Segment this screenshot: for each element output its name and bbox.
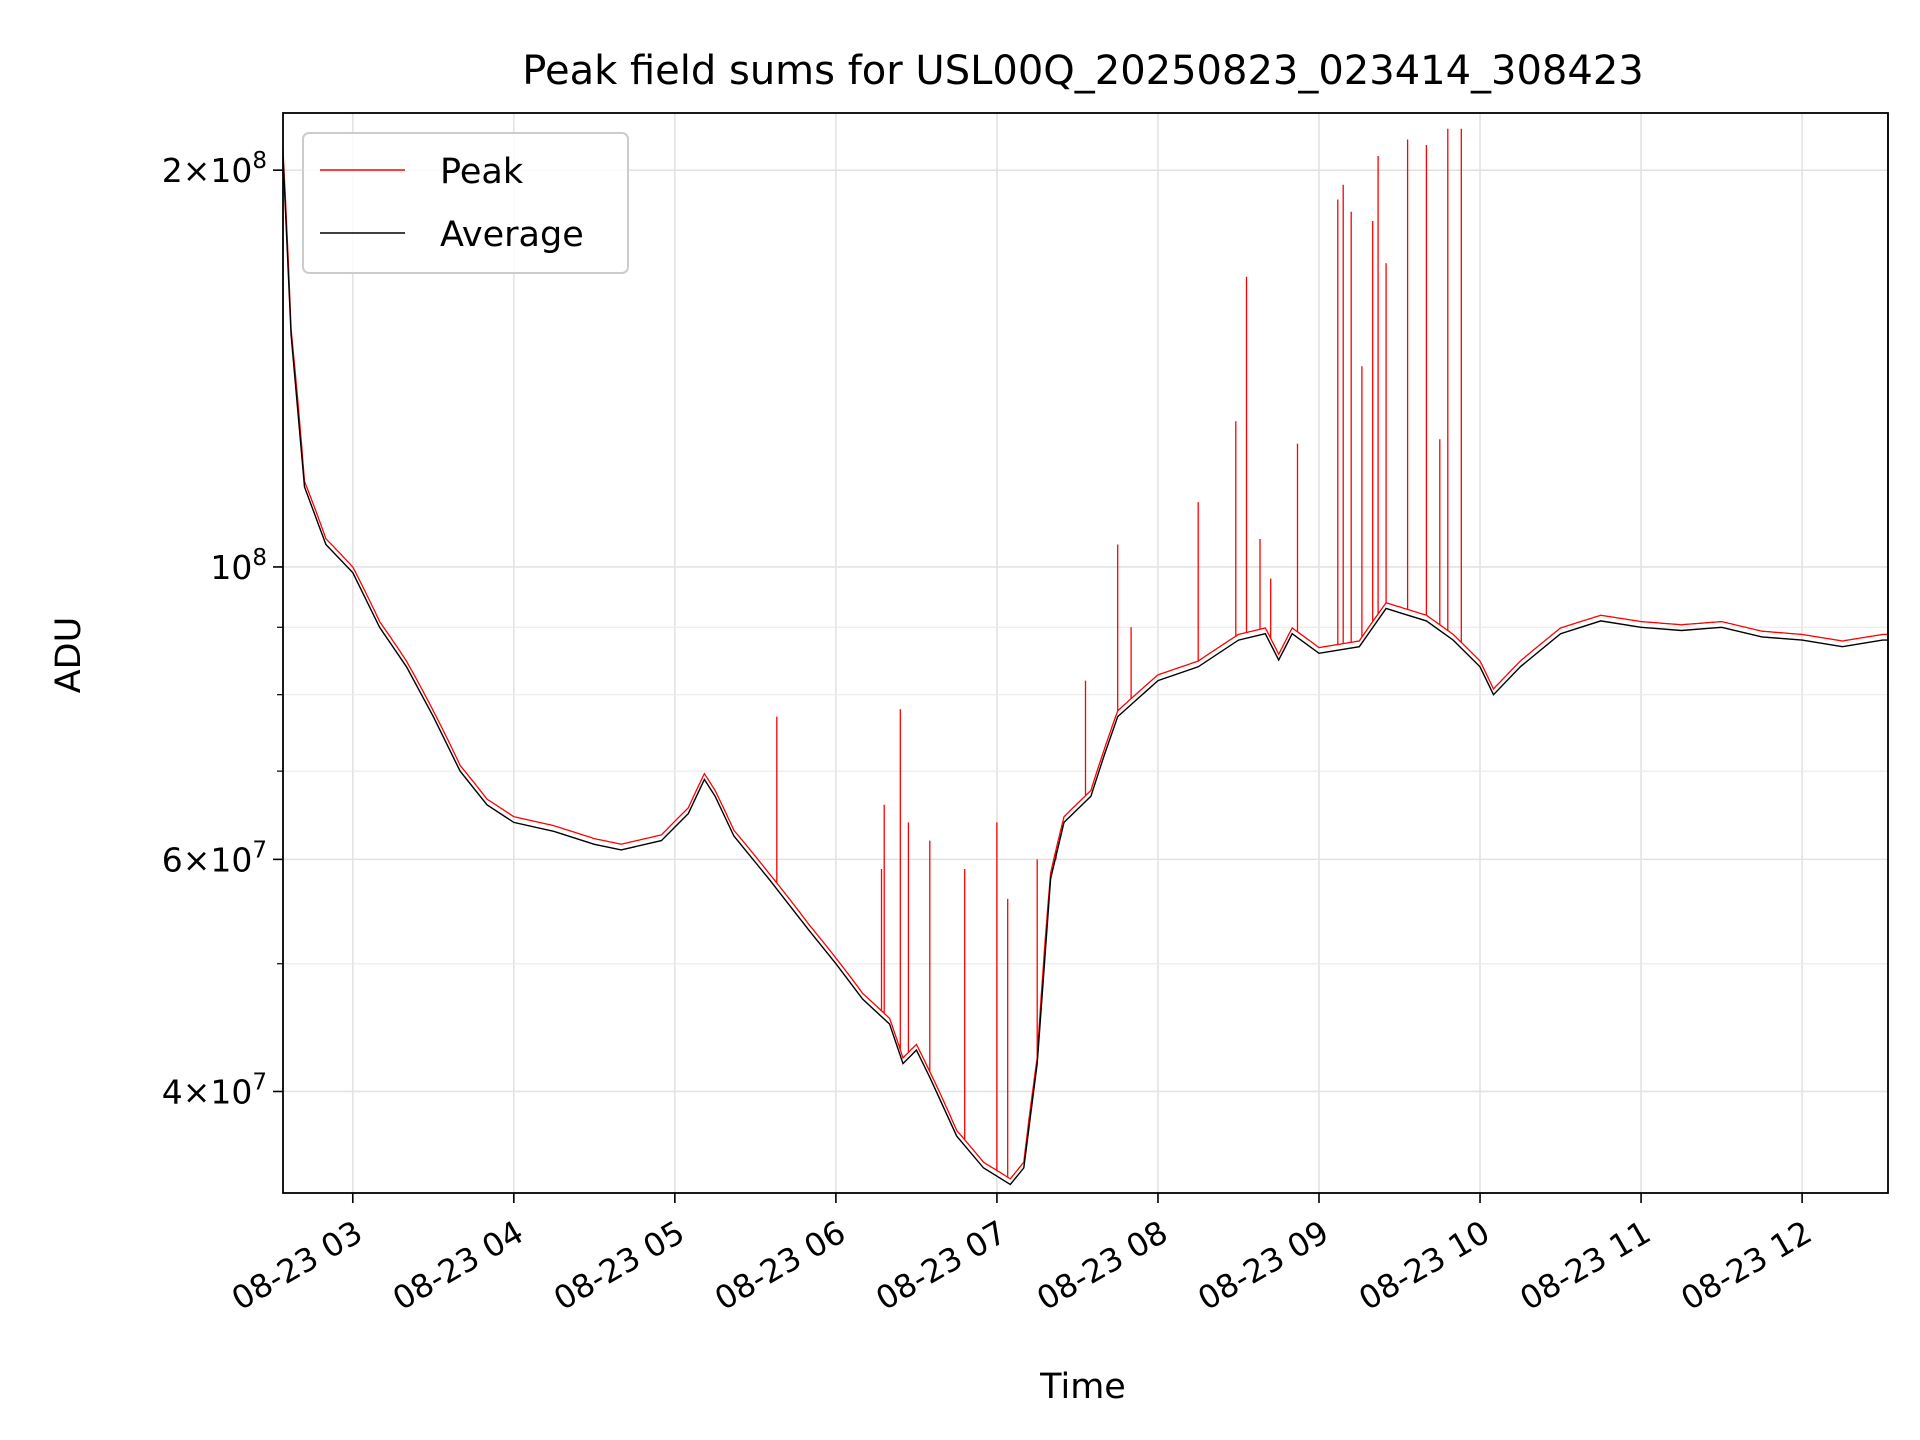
x-tick-label: 08-23 04	[386, 1213, 530, 1318]
x-tick-label: 08-23 03	[225, 1213, 369, 1318]
y-tick-label: 4×107	[162, 1069, 267, 1111]
y-axis-label: ADU	[49, 617, 89, 694]
y-tick-label: 6×107	[162, 837, 267, 879]
x-tick-label: 08-23 06	[708, 1213, 852, 1318]
legend-box	[302, 132, 629, 274]
x-tick-label: 08-23 11	[1513, 1213, 1657, 1318]
chart-title: Peak field sums for USL00Q_20250823_0234…	[522, 48, 1643, 94]
x-tick-label: 08-23 08	[1030, 1213, 1174, 1318]
x-tick-label: 08-23 05	[547, 1213, 691, 1318]
legend: Peak Average	[302, 132, 629, 274]
x-tick-label: 08-23 10	[1352, 1213, 1496, 1318]
y-axis-ticks: 4×107 6×107 108 2×108	[162, 148, 283, 1111]
axes-frame	[282, 112, 1889, 1194]
x-tick-label: 08-23 07	[869, 1213, 1013, 1318]
peak-series-line	[282, 128, 1888, 1180]
y-tick-label: 108	[210, 545, 267, 587]
x-axis-label: Time	[1039, 1367, 1126, 1407]
legend-peak-label: Peak	[440, 152, 524, 192]
grid	[283, 113, 1888, 1193]
x-tick-label: 08-23 12	[1675, 1213, 1819, 1318]
x-axis-ticks: 08-23 03 08-23 04 08-23 05 08-23 06 08-23 07…	[225, 1193, 1818, 1318]
legend-average-label: Average	[440, 215, 584, 255]
x-tick-label: 08-23 09	[1191, 1213, 1335, 1318]
y-tick-label: 2×108	[162, 148, 267, 190]
